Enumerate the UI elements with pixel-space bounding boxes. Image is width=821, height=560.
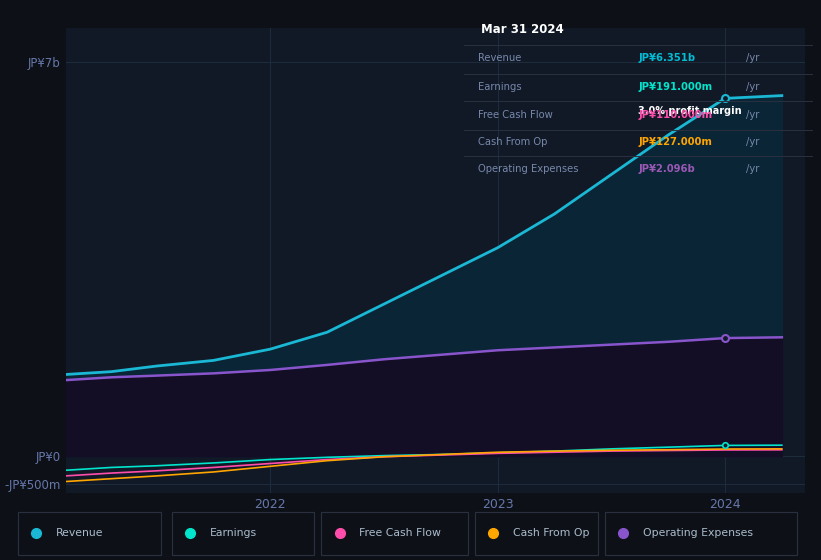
Text: Mar 31 2024: Mar 31 2024 — [481, 23, 564, 36]
Text: /yr: /yr — [746, 82, 760, 92]
Bar — [605, 512, 797, 555]
Text: JP¥191.000m: JP¥191.000m — [639, 82, 713, 92]
Bar — [172, 512, 314, 555]
Text: Revenue: Revenue — [478, 53, 521, 63]
Text: Cash From Op: Cash From Op — [513, 529, 589, 538]
Text: JP¥127.000m: JP¥127.000m — [639, 137, 712, 147]
Text: Earnings: Earnings — [209, 529, 257, 538]
Text: /yr: /yr — [746, 53, 760, 63]
Bar — [475, 512, 598, 555]
Text: Revenue: Revenue — [56, 529, 103, 538]
Bar — [322, 512, 468, 555]
Text: 3.0% profit margin: 3.0% profit margin — [639, 105, 742, 115]
Text: Earnings: Earnings — [478, 82, 521, 92]
Text: Operating Expenses: Operating Expenses — [643, 529, 753, 538]
Text: /yr: /yr — [746, 137, 760, 147]
Text: JP¥110.000m: JP¥110.000m — [639, 110, 713, 120]
Text: Free Cash Flow: Free Cash Flow — [478, 110, 553, 120]
Text: /yr: /yr — [746, 110, 760, 120]
Text: /yr: /yr — [746, 165, 760, 174]
Bar — [18, 512, 161, 555]
Text: Cash From Op: Cash From Op — [478, 137, 548, 147]
Text: Operating Expenses: Operating Expenses — [478, 165, 578, 174]
Text: Free Cash Flow: Free Cash Flow — [360, 529, 441, 538]
Text: JP¥2.096b: JP¥2.096b — [639, 165, 695, 174]
Text: JP¥6.351b: JP¥6.351b — [639, 53, 695, 63]
